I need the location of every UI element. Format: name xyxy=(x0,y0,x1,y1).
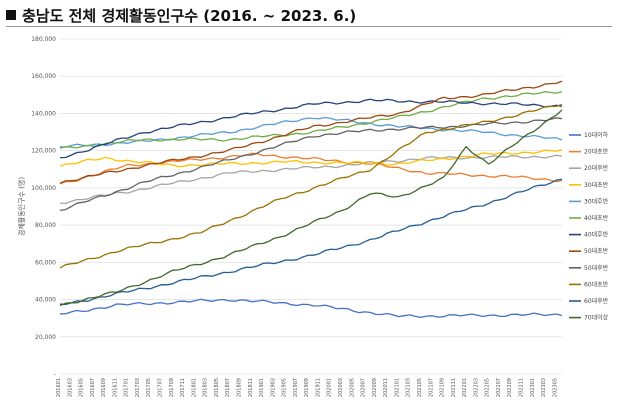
series-line-5 xyxy=(59,116,563,148)
legend-label: 30대후반 xyxy=(584,197,609,205)
x-tick-label: 202111 xyxy=(451,378,457,397)
series-line-4 xyxy=(59,149,563,168)
y-tick-label: 100,000 xyxy=(31,185,56,192)
y-tick-label: 80,000 xyxy=(35,222,56,229)
x-tick-label: 201707 xyxy=(158,378,164,397)
y-tick-label: 160,000 xyxy=(31,73,56,80)
legend-label: 50대초반 xyxy=(584,247,609,255)
y-tick-label: 20,000 xyxy=(35,334,56,341)
legend-label: 20대초반 xyxy=(584,148,609,156)
x-tick-label: 201901 xyxy=(259,378,265,397)
x-tick-label: 202209 xyxy=(507,378,513,397)
y-tick-label: - xyxy=(54,371,56,378)
legend-label: 10대이하 xyxy=(584,131,609,139)
x-tick-label: 201907 xyxy=(293,378,299,397)
legend-label: 40대후반 xyxy=(584,231,609,239)
x-tick-label: 201611 xyxy=(112,378,118,397)
x-tick-label: 201701 xyxy=(124,378,130,397)
x-tick-label: 201801 xyxy=(191,378,197,397)
legend-label: 30대초반 xyxy=(584,181,609,189)
x-tick-label: 201609 xyxy=(101,378,107,397)
y-tick-label: 140,000 xyxy=(31,110,56,117)
x-tick-label: 201703 xyxy=(135,378,141,397)
x-tick-label: 201805 xyxy=(214,378,220,397)
x-tick-label: 201705 xyxy=(146,378,152,397)
title-divider xyxy=(6,26,612,27)
title-bullet-icon xyxy=(6,10,16,20)
x-tick-label: 202211 xyxy=(519,378,525,397)
chart-title: 충남도 전체 경제활동인구수 (2016. ~ 2023. 6.) xyxy=(22,6,357,25)
x-tick-label: 202011 xyxy=(383,378,389,397)
series-line-9 xyxy=(59,117,563,212)
x-tick-label: 202109 xyxy=(440,378,446,397)
x-tick-label: 202005 xyxy=(349,378,355,397)
y-tick-label: 60,000 xyxy=(35,259,56,266)
legend-label: 70대이상 xyxy=(584,314,609,322)
x-tick-label: 201811 xyxy=(248,378,254,397)
series-line-8 xyxy=(59,80,563,184)
chart-title-bar: 충남도 전체 경제활동인구수 (2016. ~ 2023. 6.) xyxy=(6,4,356,26)
y-axis-label: 경제활동인구수 (명) xyxy=(17,177,26,236)
x-tick-label: 202107 xyxy=(428,378,434,397)
x-tick-label: 202103 xyxy=(406,378,412,397)
legend-label: 20대후반 xyxy=(584,164,609,172)
series-line-11 xyxy=(59,178,563,306)
x-tick-label: 202305 xyxy=(552,378,558,397)
x-tick-label: 201603 xyxy=(67,378,73,397)
series-line-6 xyxy=(59,90,563,150)
x-tick-label: 201709 xyxy=(169,378,175,397)
x-tick-label: 201807 xyxy=(225,378,231,397)
series-line-12 xyxy=(59,109,563,307)
legend-label: 60대후반 xyxy=(584,297,609,305)
x-tick-label: 202303 xyxy=(541,378,547,397)
x-tick-label: 202003 xyxy=(338,378,344,397)
x-tick-label: 202201 xyxy=(462,378,468,397)
x-tick-label: 201711 xyxy=(180,378,186,397)
x-tick-label: 202205 xyxy=(485,378,491,397)
x-tick-label: 202101 xyxy=(394,378,400,397)
y-tick-label: 180,000 xyxy=(31,36,56,43)
x-tick-label: 202301 xyxy=(530,378,536,397)
legend-label: 40대초반 xyxy=(584,214,609,222)
series-line-1 xyxy=(59,298,563,319)
x-tick-label: 201911 xyxy=(315,378,321,397)
x-tick-label: 201607 xyxy=(90,378,96,397)
series-line-7 xyxy=(59,98,563,159)
x-tick-label: 202009 xyxy=(372,378,378,397)
series-line-2 xyxy=(59,152,563,185)
y-tick-label: 40,000 xyxy=(35,297,56,304)
x-tick-label: 202001 xyxy=(327,378,333,397)
x-tick-label: 202007 xyxy=(361,378,367,397)
x-tick-label: 201909 xyxy=(304,378,310,397)
series-line-3 xyxy=(59,154,563,205)
y-tick-label: 120,000 xyxy=(31,148,56,155)
x-tick-label: 202207 xyxy=(496,378,502,397)
legend-label: 60대초반 xyxy=(584,280,609,288)
legend-label: 50대후반 xyxy=(584,264,609,272)
x-tick-label: 201809 xyxy=(236,378,242,397)
x-tick-label: 202105 xyxy=(417,378,423,397)
x-tick-label: 201601 xyxy=(56,378,62,397)
x-tick-label: 201903 xyxy=(270,378,276,397)
x-tick-label: 201905 xyxy=(282,378,288,397)
series-line-10 xyxy=(59,103,563,269)
x-tick-label: 201605 xyxy=(79,378,85,397)
x-tick-label: 202203 xyxy=(473,378,479,397)
x-tick-label: 201803 xyxy=(203,378,209,397)
